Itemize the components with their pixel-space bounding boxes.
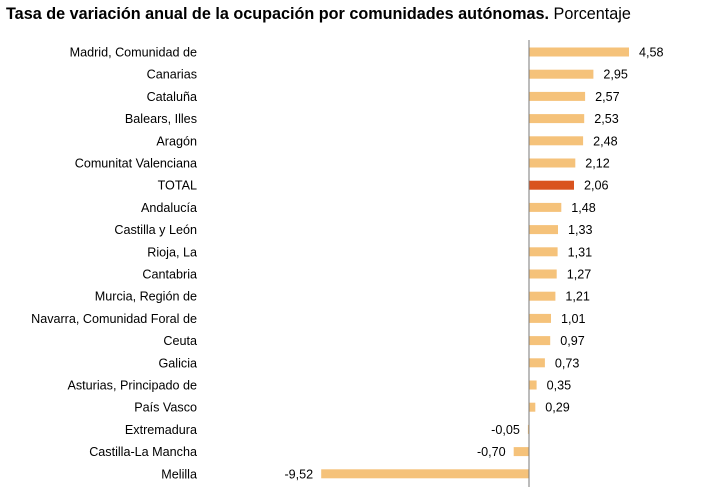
bar-11 (529, 291, 556, 301)
value-label-13: 0,97 (560, 334, 585, 348)
bar-9 (529, 247, 558, 257)
chart-title-text: Tasa de variación anual de la ocupación … (6, 5, 550, 23)
value-label-4: 2,48 (593, 134, 618, 148)
value-label-8: 1,33 (568, 223, 593, 237)
value-label-18: -0,70 (477, 445, 506, 459)
value-label-11: 1,21 (565, 290, 590, 304)
value-label-14: 0,73 (555, 356, 580, 370)
bar-3 (529, 114, 585, 124)
category-label-16: País Vasco (134, 401, 197, 415)
bar-13 (529, 336, 551, 346)
bar-18 (513, 447, 529, 457)
value-label-3: 2,53 (594, 112, 619, 126)
category-label-19: Melilla (161, 467, 197, 481)
chart-title: Tasa de variación anual de la ocupación … (6, 5, 722, 24)
bar-6 (529, 180, 574, 190)
category-label-12: Navarra, Comunidad Foral de (31, 312, 197, 326)
bar-2 (529, 91, 586, 101)
value-label-1: 2,95 (603, 68, 628, 82)
value-label-16: 0,29 (545, 401, 570, 415)
value-label-0: 4,58 (639, 46, 664, 60)
category-label-11: Murcia, Región de (95, 290, 197, 304)
bar-4 (529, 136, 584, 146)
category-label-9: Rioja, La (147, 245, 197, 259)
category-label-7: Andalucía (141, 201, 197, 215)
value-label-6: 2,06 (584, 179, 609, 193)
value-label-12: 1,01 (561, 312, 586, 326)
category-label-13: Ceuta (163, 334, 197, 348)
bar-1 (529, 69, 594, 79)
bar-14 (529, 358, 545, 368)
bar-5 (529, 158, 576, 168)
value-label-17: -0,05 (491, 423, 520, 437)
bar-16 (529, 402, 536, 412)
bar-12 (529, 313, 551, 323)
bar-17 (527, 424, 529, 434)
value-label-10: 1,27 (567, 268, 592, 282)
category-label-1: Canarias (147, 68, 197, 82)
category-label-14: Galicia (159, 356, 198, 370)
category-label-2: Cataluña (147, 90, 197, 104)
value-label-15: 0,35 (547, 379, 572, 393)
category-label-5: Comunitat Valenciana (75, 157, 197, 171)
category-label-18: Castilla-La Mancha (89, 445, 197, 459)
bar-8 (529, 225, 558, 235)
category-label-0: Madrid, Comunidad de (70, 46, 197, 60)
category-label-15: Asturias, Principado de (67, 379, 197, 393)
value-label-19: -9,52 (284, 467, 313, 481)
value-label-9: 1,31 (568, 245, 593, 259)
category-label-10: Cantabria (142, 268, 197, 282)
category-label-8: Castilla y León (114, 223, 197, 237)
bar-7 (529, 202, 562, 212)
category-label-3: Balears, Illes (125, 112, 197, 126)
category-label-17: Extremadura (125, 423, 197, 437)
chart-subtitle: Porcentaje (553, 5, 631, 23)
category-label-4: Aragón (156, 134, 197, 148)
bar-0 (529, 47, 629, 57)
bar-15 (529, 380, 537, 390)
bar-10 (529, 269, 557, 279)
value-label-5: 2,12 (585, 157, 610, 171)
value-label-7: 1,48 (571, 201, 596, 215)
bar-19 (321, 469, 529, 479)
category-label-6: TOTAL (158, 179, 197, 193)
value-label-2: 2,57 (595, 90, 620, 104)
